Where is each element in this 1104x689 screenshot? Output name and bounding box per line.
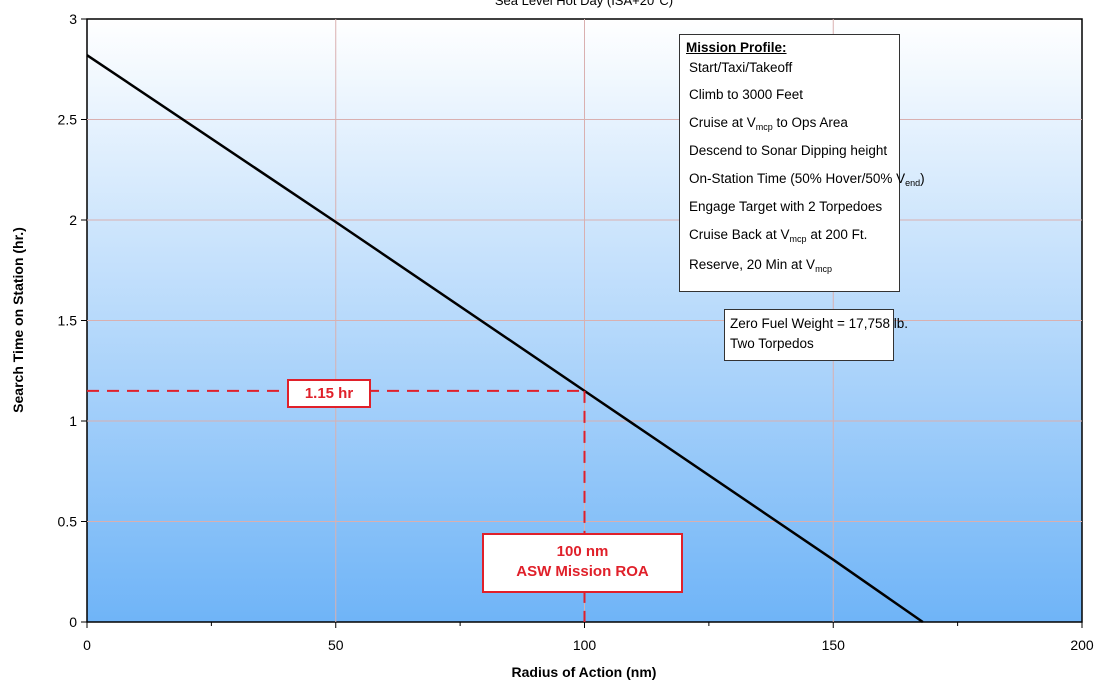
mission-step-on-station-tail: ) xyxy=(920,171,925,186)
x-tick-label: 100 xyxy=(573,637,597,653)
grid-lines xyxy=(87,19,1082,622)
torpedo-count: Two Torpedos xyxy=(730,336,814,351)
mission-step-reserve-text: Reserve, 20 Min at V xyxy=(689,257,816,272)
mission-step-on-station: On-Station Time (50% Hover/50% Vend) xyxy=(689,171,925,188)
mission-step-start: Start/Taxi/Takeoff xyxy=(689,60,793,75)
mission-profile-box: Mission Profile: Start/Taxi/Takeoff Clim… xyxy=(679,34,925,292)
mission-step-on-station-sub: end xyxy=(905,178,921,188)
y-tick-label: 2.5 xyxy=(58,112,78,128)
y-tick-label: 2 xyxy=(69,212,77,228)
mission-step-cruise-back-text: Cruise Back at V xyxy=(689,227,790,242)
y-tick-label: 1.5 xyxy=(58,313,78,329)
x-tick-label: 150 xyxy=(822,637,846,653)
x-tick-label: 50 xyxy=(328,637,344,653)
x-axis-label: Radius of Action (nm) xyxy=(512,664,657,680)
search-time-label: 1.15 hr xyxy=(287,379,371,408)
mission-step-reserve-sub: mcp xyxy=(815,264,833,274)
mission-roa-label-line1: 100 nm xyxy=(556,543,609,560)
y-tick-label: 0.5 xyxy=(58,514,78,530)
mission-step-engage: Engage Target with 2 Torpedoes xyxy=(689,199,883,214)
y-tick-label: 0 xyxy=(69,614,77,630)
mission-roa-label: 100 nm ASW Mission ROA xyxy=(482,533,683,593)
chart-subtitle: Sea Level Hot Day (ISA+20°C) xyxy=(495,0,673,8)
mission-step-climb: Climb to 3000 Feet xyxy=(689,87,804,102)
mission-profile-title: Mission Profile: xyxy=(686,40,787,55)
mission-step-cruise-out-text: Cruise at V xyxy=(689,115,756,130)
mission-step-cruise-back-sub: mcp xyxy=(789,234,807,244)
x-tick-label: 0 xyxy=(83,637,91,653)
y-tick-label: 3 xyxy=(69,11,77,27)
mission-step-descend: Descend to Sonar Dipping height xyxy=(689,143,888,158)
mission-roa-label-line2: ASW Mission ROA xyxy=(516,563,649,580)
mission-step-cruise-back: Cruise Back at Vmcp at 200 Ft. xyxy=(689,227,867,244)
x-tick-label: 200 xyxy=(1070,637,1094,653)
mission-step-cruise-out-sub: mcp xyxy=(755,122,773,132)
mission-step-cruise-out-tail: to Ops Area xyxy=(772,115,848,130)
mission-step-cruise-out: Cruise at Vmcp to Ops Area xyxy=(689,115,848,132)
weight-info-box: Zero Fuel Weight = 17,758 lb. Two Torped… xyxy=(724,309,908,361)
axis-ticks: 0 50 100 150 200 0 0.5 1 1.5 2 2.5 3 xyxy=(58,11,1094,653)
mission-step-reserve: Reserve, 20 Min at Vmcp xyxy=(689,257,832,274)
y-tick-label: 1 xyxy=(69,413,77,429)
mission-step-cruise-back-tail: at 200 Ft. xyxy=(806,227,868,242)
y-axis-label: Search Time on Station (hr.) xyxy=(10,227,26,413)
zero-fuel-weight: Zero Fuel Weight = 17,758 lb. xyxy=(730,316,908,331)
mission-step-on-station-text: On-Station Time (50% Hover/50% V xyxy=(689,171,906,186)
